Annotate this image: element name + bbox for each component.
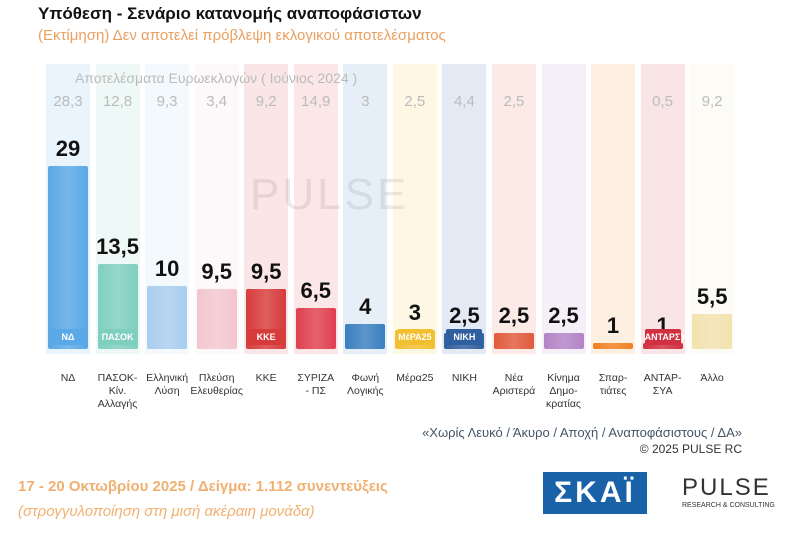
value-label: 10 — [154, 256, 180, 281]
copyright: © 2025 PULSE RC — [639, 442, 742, 456]
rounding-note: (στρογγυλοποίηση στη μισή ακέραιη μονάδα… — [18, 503, 315, 520]
bar — [642, 342, 683, 349]
category-label: Νέα Αριστερά — [492, 372, 536, 397]
category-label: Κίνημα Δημο- κρατίας — [546, 372, 581, 410]
value-label: 9,5 — [250, 259, 282, 285]
category-label: Ελληνική Λύση — [146, 372, 189, 397]
previous-value: 12,8 — [102, 93, 133, 110]
previous-results-label: Αποτελέσματα Ευρωεκλογών ( Ιούνιος 2024 … — [75, 70, 358, 86]
background-column — [591, 64, 636, 354]
value-label: 2,5 — [548, 303, 579, 329]
chart-title: Υπόθεση - Σενάριο κατανομής αναποφάσιστω… — [38, 4, 422, 23]
pulse-logo: PULSE RESEARCH & CONSULTING — [660, 474, 780, 514]
previous-value: 28,3 — [53, 93, 83, 110]
background-column — [442, 64, 487, 354]
previous-value: 2,5 — [404, 93, 426, 110]
background-column — [690, 64, 735, 354]
bar — [493, 333, 534, 349]
bar — [345, 323, 386, 349]
previous-value: 14,9 — [301, 93, 331, 110]
background-column — [343, 64, 388, 354]
bar — [196, 289, 237, 349]
party-logo: ΝΔ — [50, 329, 86, 345]
category-label: Φωνή Λογικής — [347, 372, 384, 397]
footnote: «Χωρίς Λευκό / Άκυρο / Αποχή / Αναποφάσι… — [422, 425, 742, 440]
category-label: ΝΙΚΗ — [451, 372, 477, 384]
category-label: Πλεύση Ελευθερίας — [190, 372, 243, 397]
value-label: 1 — [606, 312, 620, 338]
previous-value: 0,5 — [652, 93, 674, 110]
chart-subtitle: (Εκτίμηση) Δεν αποτελεί πρόβλεψη εκλογικ… — [38, 27, 446, 44]
value-label: 3 — [408, 300, 421, 326]
value-label: 6,5 — [300, 278, 332, 304]
pulse-logo-text: PULSE — [682, 474, 771, 501]
category-label: Σπαρ- τιάτες — [598, 372, 628, 397]
bar — [543, 333, 584, 349]
value-label: 29 — [55, 136, 81, 162]
bar — [295, 308, 336, 349]
value-label: 2,5 — [498, 303, 530, 329]
bar — [48, 166, 88, 349]
party-logo: ΑΝΤΑΡΣΥΑ — [644, 329, 692, 345]
previous-value: 3 — [361, 93, 370, 110]
background-column — [541, 64, 586, 354]
previous-value: 4,4 — [453, 93, 475, 110]
value-label: 9,5 — [201, 259, 232, 285]
category-label: ΑΝΤΑΡ- ΣΥΑ — [643, 372, 682, 397]
bar — [147, 286, 188, 349]
category-label: ΚΚΕ — [255, 372, 277, 384]
previous-value: 2,5 — [503, 93, 525, 110]
background-column — [293, 64, 338, 354]
value-label: 2,5 — [449, 303, 480, 329]
background-column — [491, 64, 536, 354]
value-label: 4 — [359, 293, 372, 319]
category-label: ΝΔ — [60, 372, 76, 384]
bar — [692, 314, 733, 349]
category-label: ΠΑΣΟΚ-Κίν. Αλλαγής — [97, 372, 138, 410]
background-column — [392, 64, 437, 354]
background-column — [640, 64, 685, 354]
value-label: 5,5 — [696, 284, 728, 310]
previous-value: 9,3 — [156, 93, 178, 110]
party-logo: ΜέΡΑ25 — [396, 329, 433, 345]
bar — [593, 342, 634, 349]
value-label: 13,5 — [96, 233, 139, 259]
category-label: Άλλο — [700, 372, 724, 384]
survey-dates: 17 - 20 Οκτωβρίου 2025 / Δείγμα: 1.112 σ… — [18, 478, 388, 495]
previous-value: 9,2 — [701, 93, 723, 110]
party-logo: ΚΚΕ — [248, 329, 285, 345]
party-logo: ΠΑΣΟΚ — [99, 329, 136, 345]
category-label: Μέρα25 — [396, 372, 434, 384]
previous-value: 3,4 — [206, 93, 228, 110]
category-label: ΣΥΡΙΖΑ - ΠΣ — [297, 372, 335, 397]
pulse-watermark: PULSE — [250, 170, 410, 219]
previous-value: 9,2 — [255, 93, 277, 110]
party-logo: ΝΙΚΗ — [446, 329, 483, 345]
skai-logo: ΣΚΑΪ — [543, 472, 647, 514]
pulse-logo-subtext: RESEARCH & CONSULTING — [682, 502, 775, 509]
